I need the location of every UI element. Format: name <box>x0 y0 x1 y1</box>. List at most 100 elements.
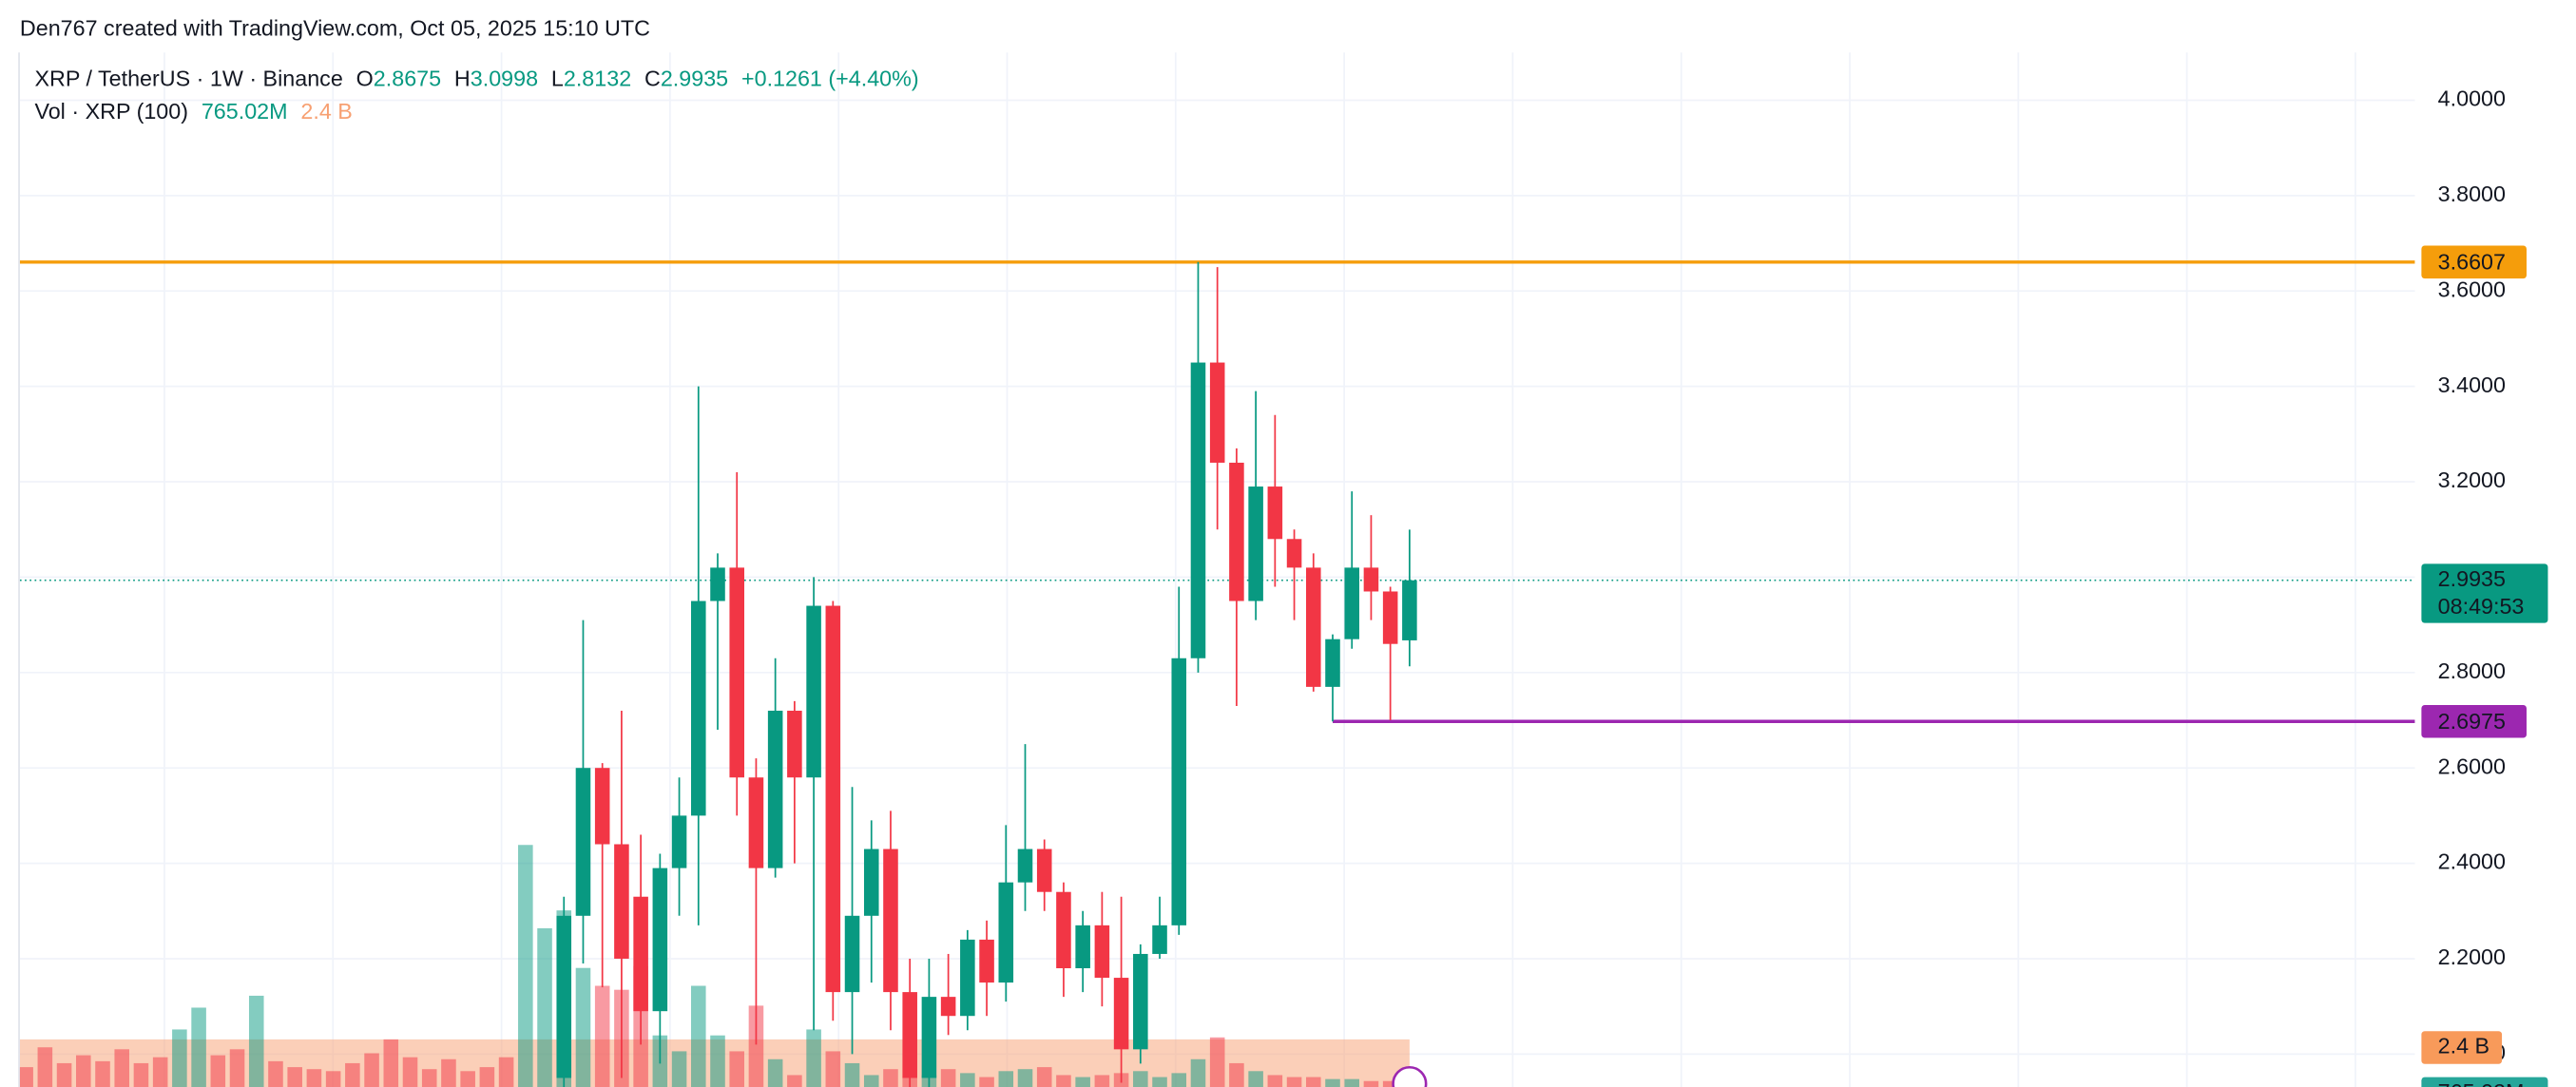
volume-bar <box>210 1055 226 1087</box>
volume-bar <box>345 1062 360 1087</box>
volume-bar <box>691 985 706 1087</box>
volume-bar <box>421 1069 437 1087</box>
candle-body <box>633 896 648 1012</box>
volume-bar <box>806 1029 821 1087</box>
volume-bar <box>1306 1077 1321 1087</box>
candle-body <box>1190 362 1206 658</box>
candle-body <box>979 939 994 983</box>
volume-bar <box>19 1067 33 1087</box>
volume-bar <box>1229 1062 1244 1087</box>
o-value: 2.8675 <box>374 67 441 91</box>
volume-bar <box>729 1051 744 1087</box>
candle-body <box>1133 953 1148 1050</box>
volume-bar <box>1382 1080 1398 1087</box>
candle-body <box>1152 925 1167 954</box>
volume-bar <box>1248 1071 1263 1087</box>
candle-body <box>998 882 1014 983</box>
volume-last-tag <box>2421 1077 2548 1087</box>
volume-bar <box>460 1071 475 1087</box>
volume-bar <box>402 1057 418 1087</box>
volume-bar <box>1209 1037 1225 1087</box>
candle-body <box>710 567 725 601</box>
candle-body <box>691 601 706 816</box>
volume-bar <box>229 1049 245 1087</box>
y-tick-label: 2.2000 <box>2438 944 2506 969</box>
price-tag-label: 2.6975 <box>2438 709 2506 734</box>
candle-body <box>1306 567 1321 687</box>
y-tick-label: 3.4000 <box>2438 372 2506 397</box>
l-value: 2.8132 <box>564 67 631 91</box>
symbol: XRP / TetherUS · 1W · Binance <box>34 67 342 91</box>
volume-bar <box>960 1073 975 1087</box>
candle-body <box>844 915 860 993</box>
volume-bar <box>441 1058 456 1087</box>
candle-body <box>614 844 629 959</box>
volume-bar <box>787 1075 802 1087</box>
volume-ma-tag-label: 2.4 B <box>2438 1034 2489 1058</box>
volume-bar <box>710 1035 725 1087</box>
price-tag-label: 3.6607 <box>2438 250 2506 275</box>
volume-bar <box>748 1005 764 1087</box>
candle-body <box>748 777 764 868</box>
y-tick-label: 3.6000 <box>2438 277 2506 301</box>
volume-bar <box>364 1053 379 1087</box>
candle-body <box>1113 978 1129 1050</box>
candle-body <box>575 768 591 916</box>
volume-bar <box>268 1060 283 1087</box>
candle-body <box>1056 891 1071 969</box>
volume-bar <box>1344 1078 1359 1087</box>
candle-body <box>1402 580 1417 640</box>
volume-last-tag-label: 765.02M <box>2438 1079 2525 1087</box>
volume-bar <box>883 1069 898 1087</box>
volume-bar <box>287 1067 302 1087</box>
volume-bar <box>498 1057 514 1087</box>
volume-ma: 2.4 B <box>300 99 352 124</box>
volume-bar <box>191 1007 206 1087</box>
volume-name: Vol · XRP (100) <box>34 99 188 124</box>
volume-bar <box>95 1060 110 1087</box>
countdown: 08:49:53 <box>2438 594 2525 619</box>
volume-bar <box>518 845 533 1087</box>
candle-body <box>806 605 821 778</box>
candle-body <box>1382 591 1398 644</box>
candle-body <box>556 915 572 1078</box>
volume-bar <box>1017 1069 1033 1087</box>
volume-bar <box>575 967 591 1087</box>
candle-body <box>671 815 687 868</box>
volume-bar <box>537 927 552 1087</box>
event-icon[interactable] <box>1392 1065 1428 1087</box>
price-pane <box>19 260 2415 1087</box>
volume-bar <box>133 1062 149 1087</box>
volume-bar <box>56 1062 72 1087</box>
volume-bar <box>767 1058 783 1087</box>
volume-bar <box>1286 1077 1302 1087</box>
volume-bar <box>863 1075 879 1087</box>
volume-bar <box>1171 1073 1187 1087</box>
candle-body <box>1344 567 1359 639</box>
candle-body <box>921 997 937 1078</box>
y-tick-label: 2.8000 <box>2438 658 2506 683</box>
volume-bar <box>306 1069 322 1087</box>
y-tick-label: 2.4000 <box>2438 849 2506 874</box>
volume-bar <box>1094 1075 1110 1087</box>
volume-bar <box>37 1047 53 1087</box>
volume-bar <box>383 1039 399 1087</box>
candle-body <box>883 849 898 993</box>
volume-bar <box>1133 1071 1148 1087</box>
candle-body <box>1171 658 1187 925</box>
candle-body <box>1286 539 1302 568</box>
volume-bar <box>671 1051 687 1087</box>
volume-bar <box>1325 1078 1340 1087</box>
candle-body <box>787 710 802 778</box>
volume-bar <box>1056 1075 1071 1087</box>
volume-bar <box>76 1055 91 1087</box>
volume-bar <box>1267 1075 1283 1087</box>
legend: XRP / TetherUS · 1W · Binance O2.8675 H3.0… <box>34 67 918 91</box>
volume-last: 765.02M <box>202 99 288 124</box>
y-tick-label: 2.6000 <box>2438 753 2506 778</box>
candle-body <box>1229 462 1244 601</box>
candle-body <box>1363 567 1379 592</box>
candle-body <box>1267 486 1283 540</box>
candle-body <box>729 567 744 778</box>
